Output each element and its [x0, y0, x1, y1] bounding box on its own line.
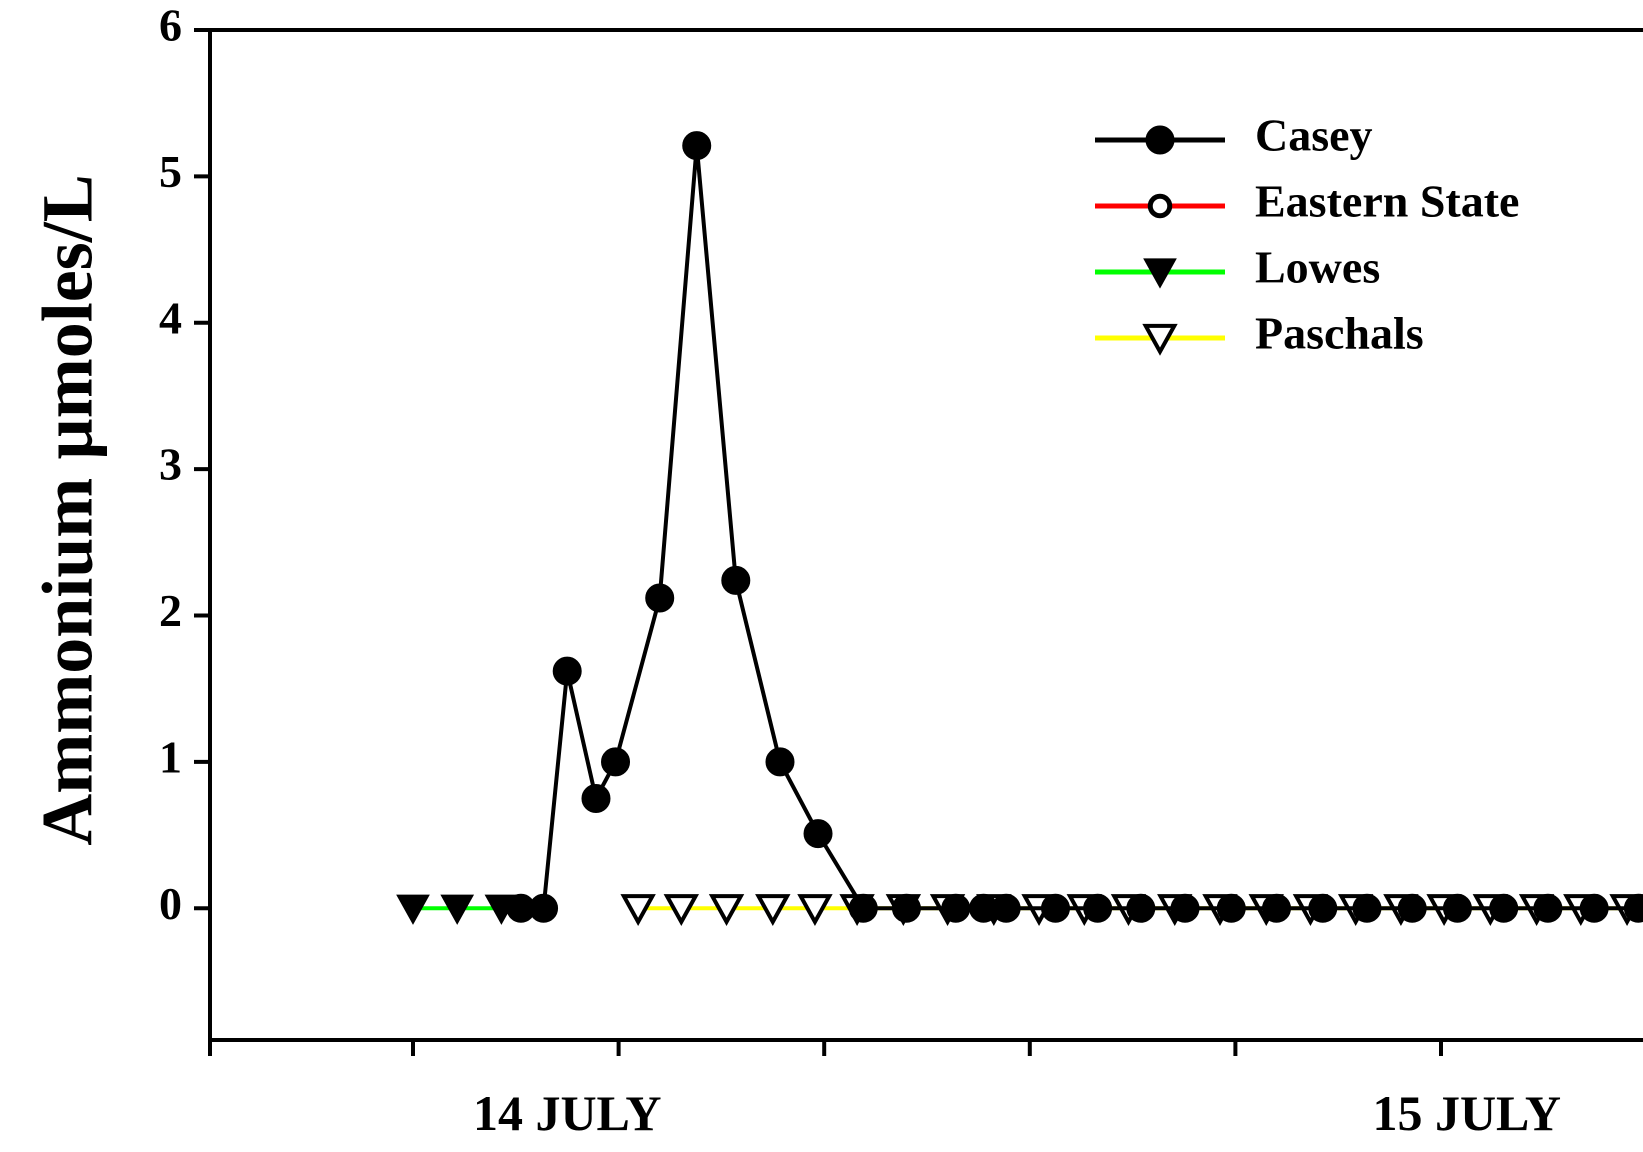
data-point — [645, 583, 675, 613]
data-point — [797, 894, 833, 926]
y-tick-label: 3 — [159, 439, 182, 490]
data-point — [1533, 893, 1563, 923]
data-point — [663, 894, 700, 926]
data-point — [552, 656, 582, 686]
y-tick-label: 2 — [159, 585, 182, 636]
y-axis-ticks: 0 1 2 3 4 5 6 — [159, 0, 210, 929]
data-point — [620, 894, 656, 926]
data-point — [1041, 893, 1070, 923]
data-point — [1442, 893, 1472, 923]
data-point — [1083, 893, 1113, 923]
axes — [208, 28, 1643, 1042]
x-tick-label: 15 JULY — [1372, 1085, 1560, 1141]
data-point — [1489, 893, 1519, 923]
legend-item-lowes: Lowes — [1095, 242, 1380, 293]
series-line — [520, 145, 1639, 911]
data-point — [1623, 893, 1643, 923]
legend-marker — [1147, 193, 1173, 219]
y-tick-label: 6 — [159, 0, 182, 51]
legend-marker — [1142, 323, 1178, 356]
series-lowes — [396, 894, 519, 925]
data-point — [1397, 893, 1427, 923]
data-point — [396, 894, 430, 925]
x-tick-label: 14 JULY — [473, 1085, 661, 1141]
data-point — [682, 131, 712, 161]
data-point — [848, 893, 878, 923]
legend: Casey Eastern State Lowes Paschals — [1095, 110, 1519, 359]
y-tick-label: 0 — [159, 878, 182, 929]
data-point — [941, 893, 971, 923]
data-point — [755, 894, 791, 926]
y-axis-label: Ammonium µmoles/L — [28, 174, 108, 845]
data-point — [1352, 893, 1382, 923]
legend-marker — [1143, 258, 1177, 289]
y-tick-label: 4 — [159, 292, 182, 343]
data-point — [991, 893, 1021, 923]
data-point — [721, 565, 751, 595]
data-point — [1262, 893, 1292, 923]
legend-label: Casey — [1255, 110, 1373, 161]
data-point — [708, 894, 745, 926]
y-tick-label: 5 — [159, 146, 182, 197]
data-point — [1126, 893, 1156, 923]
data-point — [803, 819, 833, 849]
data-point — [765, 747, 795, 777]
legend-marker — [1145, 125, 1175, 155]
data-point — [529, 893, 559, 923]
legend-item-paschals: Paschals — [1095, 308, 1424, 359]
data-point — [601, 747, 631, 777]
legend-item-casey: Casey — [1095, 110, 1373, 161]
data-point — [1308, 893, 1338, 923]
legend-label: Lowes — [1255, 242, 1380, 293]
x-axis-ticks: 14 JULY 15 JULY — [208, 1040, 1561, 1141]
legend-label: Eastern State — [1255, 176, 1519, 227]
data-point — [891, 893, 921, 923]
data-point — [1216, 893, 1246, 923]
series-casey — [506, 131, 1643, 923]
legend-item-eastern-state: Eastern State — [1095, 176, 1519, 227]
data-point — [440, 894, 475, 925]
series-layer — [396, 131, 1643, 926]
legend-label: Paschals — [1255, 308, 1424, 359]
data-point — [581, 783, 611, 813]
data-point — [1170, 893, 1200, 923]
y-tick-label: 1 — [159, 731, 182, 782]
data-point — [1579, 893, 1609, 923]
